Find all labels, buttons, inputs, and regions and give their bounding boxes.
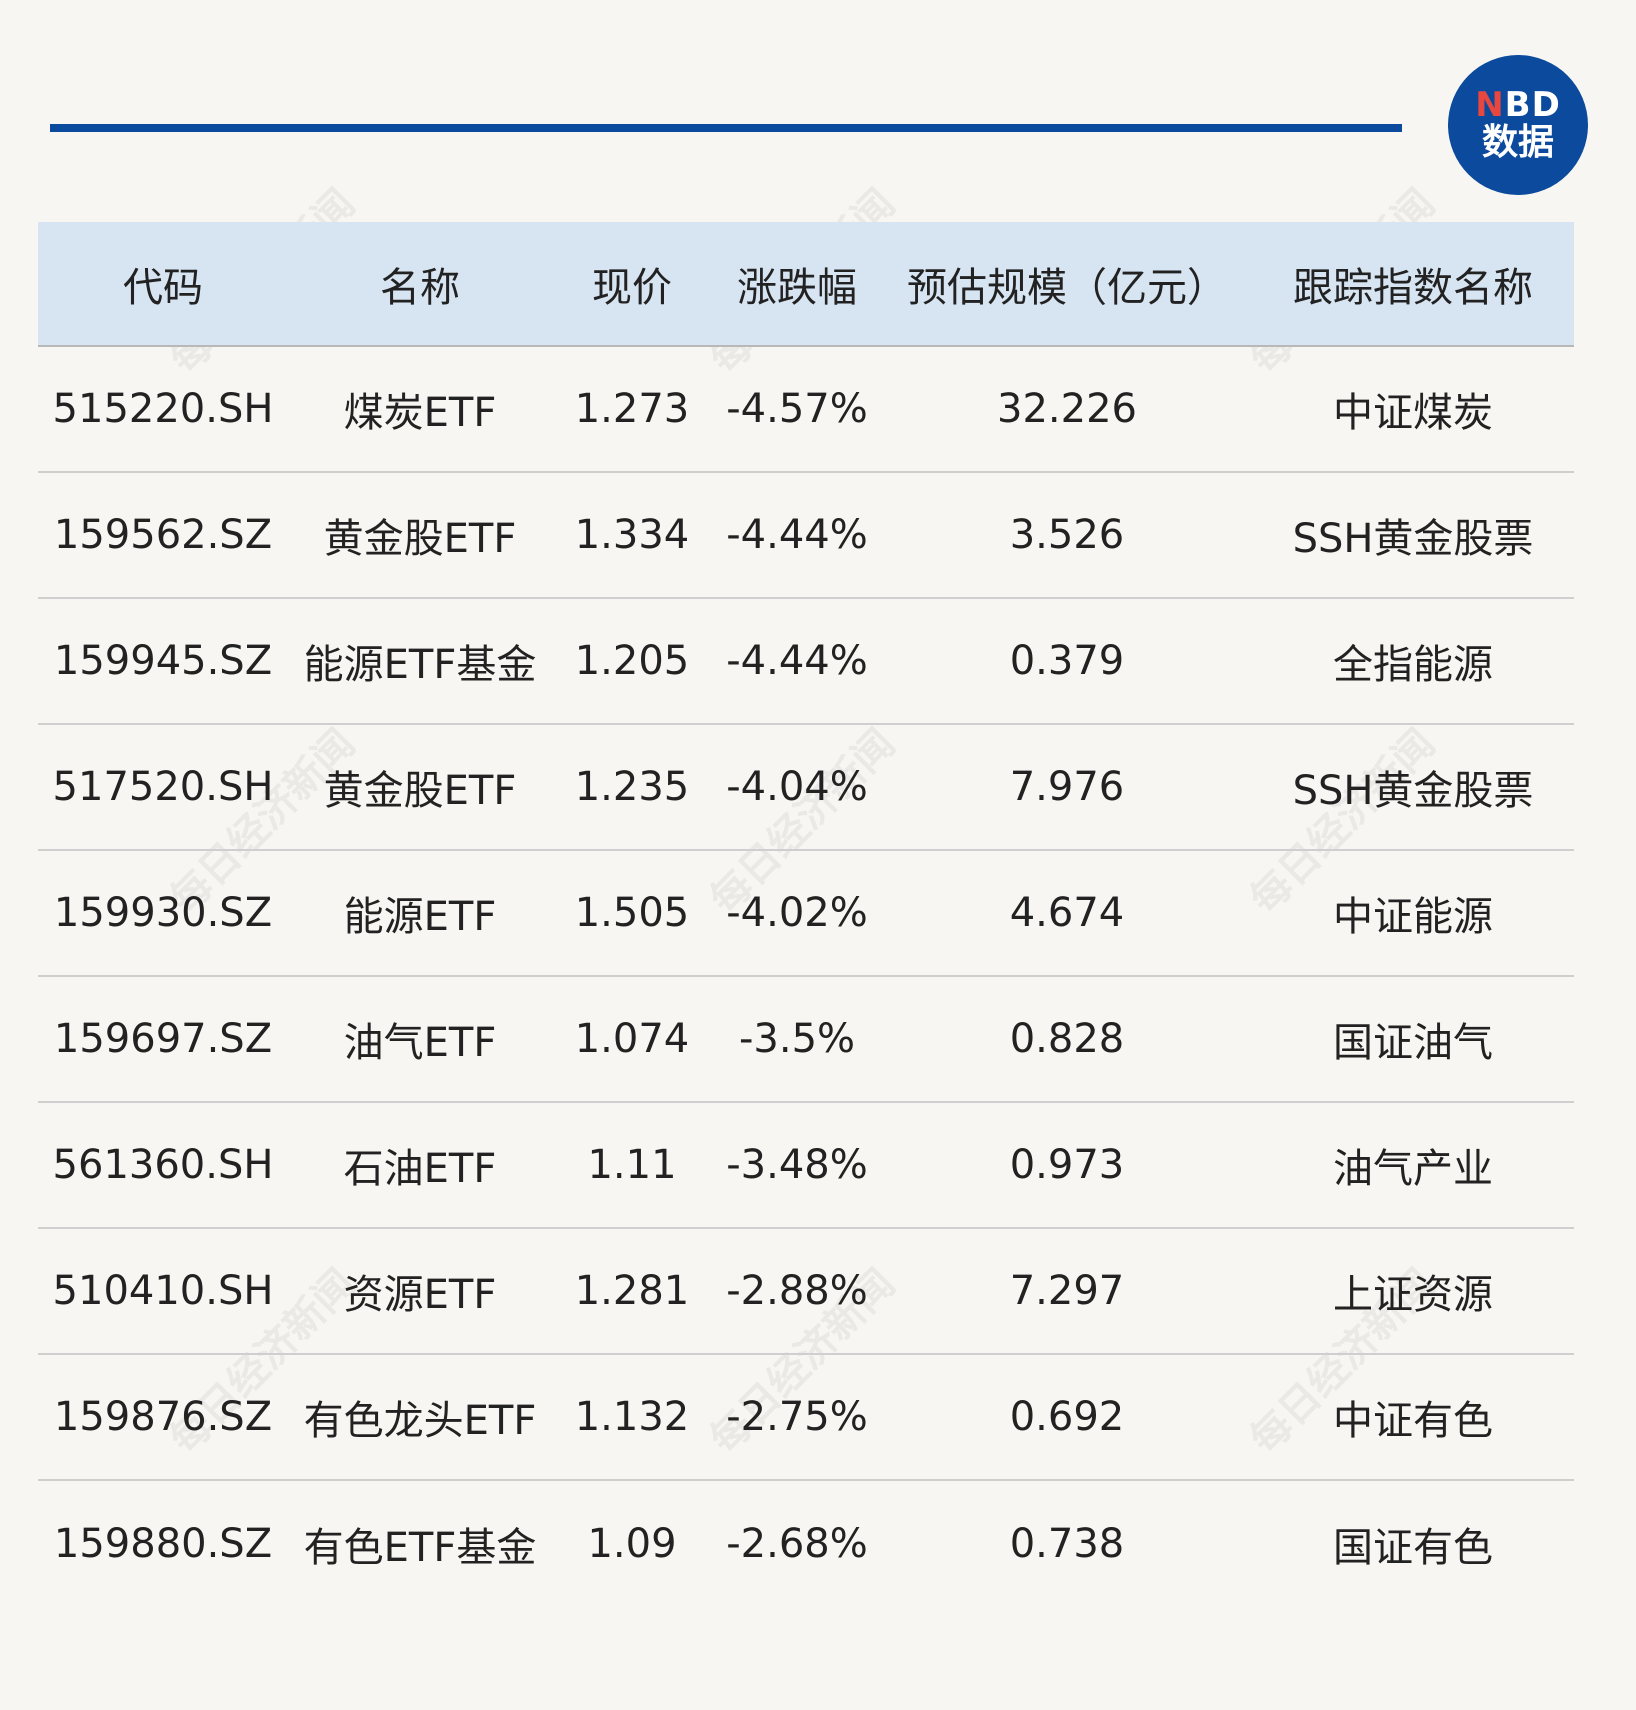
table-cell: 黄金股ETF (288, 724, 552, 851)
table-row: 159930.SZ 能源ETF 1.505 -4.02% 4.674 中证能源 (38, 850, 1574, 977)
table-row: 159697.SZ 油气ETF 1.074 -3.5% 0.828 国证油气 (38, 976, 1574, 1103)
table-cell: -2.75% (712, 1354, 882, 1481)
table-cell: 能源ETF基金 (288, 598, 552, 725)
table-cell: 7.976 (882, 724, 1252, 851)
table-cell: 油气ETF (288, 976, 552, 1103)
table-cell: 1.235 (552, 724, 712, 851)
table-cell: 能源ETF (288, 850, 552, 977)
table-cell: 0.828 (882, 976, 1252, 1103)
table-cell: 中证能源 (1252, 850, 1574, 977)
table-cell: 有色龙头ETF (288, 1354, 552, 1481)
table-row: 159876.SZ 有色龙头ETF 1.132 -2.75% 0.692 中证有色 (38, 1354, 1574, 1481)
table-cell: 0.379 (882, 598, 1252, 725)
table-cell: 510410.SH (38, 1228, 288, 1355)
table-cell: 159697.SZ (38, 976, 288, 1103)
table-row: 159562.SZ 黄金股ETF 1.334 -4.44% 3.526 SSH黄金股票 (38, 472, 1574, 599)
nbd-logo: NBD 数据 (1448, 55, 1588, 195)
column-header: 涨跌幅 (712, 222, 882, 347)
table-cell: -2.68% (726, 1520, 868, 1567)
column-header: 现价 (552, 222, 712, 347)
table-row: 510410.SH 资源ETF 1.281 -2.88% 7.297 上证资源 (38, 1228, 1574, 1355)
table-cell: -3.48% (712, 1102, 882, 1229)
table-cell: 159880.SZ (53, 1520, 273, 1567)
table-header-row: 代码 名称 现价 涨跌幅 预估规模（亿元） 跟踪指数名称 (38, 222, 1574, 347)
table-cell: 0.973 (882, 1102, 1252, 1229)
column-header: 代码 (38, 222, 288, 347)
column-header: 名称 (288, 222, 552, 347)
column-header: 预估规模（亿元） (882, 222, 1252, 347)
table-cell: 515220.SH (38, 346, 288, 473)
table-row: 515220.SH 煤炭ETF 1.273 -4.57% 32.226 中证煤炭 (38, 346, 1574, 473)
table-cell: 4.674 (882, 850, 1252, 977)
table-cell: 159562.SZ (38, 472, 288, 599)
table-cell: 1.11 (552, 1102, 712, 1229)
table-cell: 资源ETF (288, 1228, 552, 1355)
table-cell: SSH黄金股票 (1252, 472, 1574, 599)
logo-nbd-text: NBD (1475, 85, 1561, 126)
table-cell: -2.88% (712, 1228, 882, 1355)
table-body: 515220.SH 煤炭ETF 1.273 -4.57% 32.226 中证煤炭 15956… (38, 346, 1574, 1606)
table-cell: 1.273 (552, 346, 712, 473)
etf-table: 代码 名称 现价 涨跌幅 预估规模（亿元） 跟踪指数名称 515220.SH 煤炭ETF 1.… (38, 222, 1574, 1606)
table-cell: 561360.SH (38, 1102, 288, 1229)
table-cell: 159876.SZ (38, 1354, 288, 1481)
table-cell: 32.226 (882, 346, 1252, 473)
table-cell: 煤炭ETF (288, 346, 552, 473)
table-cell: 油气产业 (1252, 1102, 1574, 1229)
table-cell: 159945.SZ (38, 598, 288, 725)
table-cell: 1.132 (552, 1354, 712, 1481)
table-cell: 1.074 (552, 976, 712, 1103)
table-cell: 黄金股ETF (288, 472, 552, 599)
table-cell: -3.5% (712, 976, 882, 1103)
column-header: 跟踪指数名称 (1252, 222, 1574, 347)
table-cell: 0.692 (882, 1354, 1252, 1481)
table-cell: 1.505 (552, 850, 712, 977)
top-rule (50, 124, 1402, 132)
table-cell: -4.57% (712, 346, 882, 473)
logo-cn-text: 数据 (1481, 121, 1554, 163)
table-cell: 中证有色 (1252, 1354, 1574, 1481)
table-cell: 1.281 (552, 1228, 712, 1355)
table-cell: 7.297 (882, 1228, 1252, 1355)
table-cell: 国证有色 (1333, 1524, 1493, 1571)
table-cell: -4.02% (712, 850, 882, 977)
table-cell: -4.04% (712, 724, 882, 851)
table-cell: SSH黄金股票 (1252, 724, 1574, 851)
table-row: 517520.SH 黄金股ETF 1.235 -4.04% 7.976 SSH黄金股票 (38, 724, 1574, 851)
table-cell: 1.334 (552, 472, 712, 599)
table-cell: 上证资源 (1252, 1228, 1574, 1355)
table-cell: 国证油气 (1252, 976, 1574, 1103)
table-cell: 159930.SZ (38, 850, 288, 977)
table-cell: 有色ETF基金 (303, 1524, 537, 1571)
table-cell: 1.09 (587, 1520, 677, 1567)
table-cell: 中证煤炭 (1252, 346, 1574, 473)
table-cell: 0.738 (1009, 1520, 1125, 1567)
table-cell: 全指能源 (1252, 598, 1574, 725)
table-row: 561360.SH 石油ETF 1.11 -3.48% 0.973 油气产业 (38, 1102, 1574, 1229)
table-cell: 石油ETF (288, 1102, 552, 1229)
table-cell: 517520.SH (38, 724, 288, 851)
table-cell: 1.205 (552, 598, 712, 725)
table-row: 159945.SZ 能源ETF基金 1.205 -4.44% 0.379 全指能源 (38, 598, 1574, 725)
table-cell: 3.526 (882, 472, 1252, 599)
table-row: 159880.SZ 有色ETF基金 1.09 -2.68% 0.738 国证有色 (38, 1480, 1574, 1606)
table-cell: -4.44% (712, 472, 882, 599)
table-cell: -4.44% (712, 598, 882, 725)
